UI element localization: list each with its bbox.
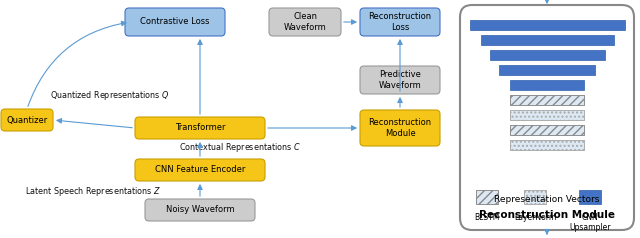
Text: Contrastive Loss: Contrastive Loss (140, 18, 210, 26)
Bar (499, 65, 595, 75)
FancyBboxPatch shape (269, 8, 341, 36)
Bar (524, 190, 546, 204)
FancyBboxPatch shape (1, 109, 53, 131)
Text: Quantized Representations $\mathit{Q}$: Quantized Representations $\mathit{Q}$ (51, 89, 170, 103)
Text: Predictive
Waveform: Predictive Waveform (379, 70, 421, 90)
Bar (510, 140, 584, 150)
Bar (579, 190, 601, 204)
Text: Representation Vectors: Representation Vectors (494, 195, 600, 204)
FancyBboxPatch shape (360, 110, 440, 146)
Text: BLSTM: BLSTM (474, 213, 500, 222)
Bar (524, 190, 546, 204)
Text: Clean
Waveform: Clean Waveform (284, 12, 326, 32)
Text: Reconstruction
Module: Reconstruction Module (369, 118, 431, 138)
FancyBboxPatch shape (145, 199, 255, 221)
Text: Noisy Waveform: Noisy Waveform (166, 205, 234, 214)
Bar (476, 190, 498, 204)
Bar (510, 110, 584, 120)
Bar (481, 35, 614, 45)
Bar (510, 95, 584, 105)
Text: Reconstruction
Loss: Reconstruction Loss (369, 12, 431, 32)
Text: Quantizer: Quantizer (6, 115, 47, 124)
Text: CNN Feature Encoder: CNN Feature Encoder (155, 165, 245, 174)
FancyBboxPatch shape (135, 159, 265, 181)
Text: Transformer: Transformer (175, 124, 225, 133)
FancyBboxPatch shape (360, 8, 440, 36)
Bar (510, 140, 584, 150)
Bar (510, 80, 584, 90)
FancyBboxPatch shape (135, 117, 265, 139)
FancyBboxPatch shape (125, 8, 225, 36)
Bar (510, 95, 584, 105)
Bar (510, 125, 584, 135)
Text: CNN
Upsampler: CNN Upsampler (569, 213, 611, 232)
Bar (510, 110, 584, 120)
Bar (510, 125, 584, 135)
Text: Latent Speech Representations $\mathit{Z}$: Latent Speech Representations $\mathit{Z… (25, 185, 161, 198)
Text: Predicted Waveform: Predicted Waveform (498, 0, 596, 2)
Text: LayerNorm: LayerNorm (514, 213, 556, 222)
Text: Contextual Representations $\mathit{C}$: Contextual Representations $\mathit{C}$ (179, 142, 301, 154)
FancyBboxPatch shape (460, 5, 634, 230)
Bar (470, 20, 625, 30)
Bar (476, 190, 498, 204)
FancyBboxPatch shape (360, 66, 440, 94)
Text: Reconstruction Module: Reconstruction Module (479, 210, 615, 220)
Bar (490, 50, 605, 60)
